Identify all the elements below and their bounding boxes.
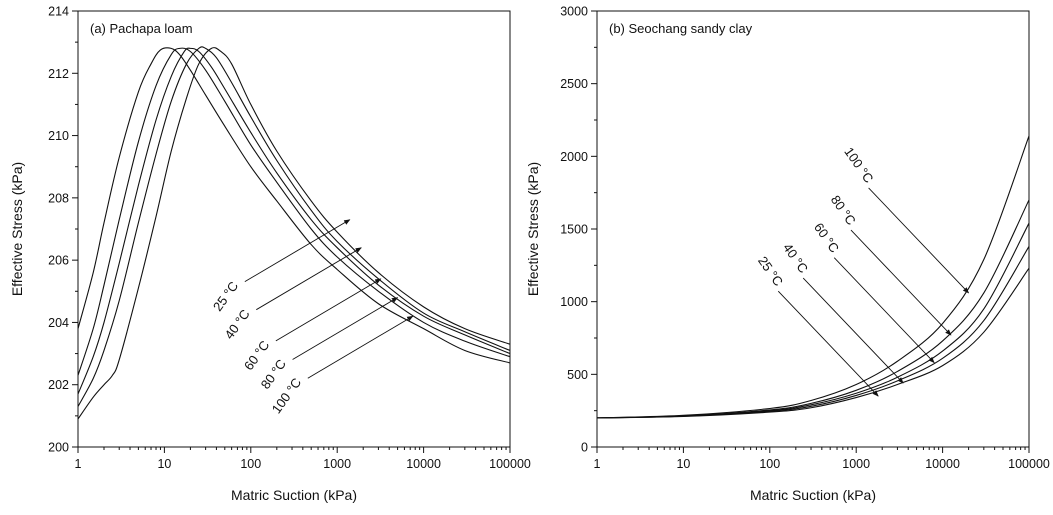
annotation-arrow [292, 297, 399, 360]
annotation-arrow [833, 257, 935, 364]
annotation-arrow [275, 278, 382, 342]
x-tick-label: 100000 [489, 457, 531, 471]
y-axis-title: Effective Stress (kPa) [525, 162, 541, 296]
y-tick-label: 1500 [560, 223, 588, 237]
annotation-label: 25 °C [755, 253, 786, 288]
x-tick-label: 10 [676, 457, 690, 471]
series-line-40c [77, 47, 511, 376]
annotation-arrow [256, 247, 362, 311]
annotation-label: 40 °C [221, 307, 252, 342]
y-tick-label: 206 [48, 254, 69, 268]
y-axis-title: Effective Stress (kPa) [9, 162, 25, 296]
x-tick-label: 1000 [842, 457, 870, 471]
annotation-arrow [777, 290, 879, 397]
panel-title: (b) Seochang sandy clay [609, 21, 753, 36]
x-tick-label: 10000 [925, 457, 960, 471]
series-line-100c [596, 135, 1030, 419]
panel-title: (a) Pachapa loam [90, 21, 193, 36]
y-tick-label: 3000 [560, 5, 588, 19]
y-tick-label: 214 [48, 5, 69, 19]
series-line-25c [77, 47, 511, 364]
y-tick-label: 0 [581, 441, 588, 455]
y-tick-label: 2000 [560, 150, 588, 164]
y-tick-label: 204 [48, 316, 69, 330]
x-axis-title: Matric Suction (kPa) [750, 487, 876, 503]
y-tick-label: 202 [48, 378, 69, 392]
x-tick-label: 100 [759, 457, 780, 471]
annotation-label: 40 °C [780, 240, 811, 275]
series-line-80c [77, 46, 511, 407]
annotation-arrow [868, 187, 970, 294]
annotation-label: 80 °C [828, 192, 859, 227]
annotation-arrow [850, 229, 952, 336]
y-tick-label: 500 [567, 368, 588, 382]
annotation-label: 60 °C [811, 220, 842, 255]
series-line-60c [77, 47, 511, 395]
chart-panel-a: 1 10 100 1000 10000 100000 200 202 204 206 208 210 2… [9, 5, 531, 504]
x-tick-label: 10 [157, 457, 171, 471]
y-tick-label: 208 [48, 191, 69, 205]
x-tick-label: 1000 [323, 457, 351, 471]
series-line-100c [77, 47, 511, 420]
annotation-arrow [802, 277, 904, 384]
y-tick-label: 2500 [560, 77, 588, 91]
x-axis-title: Matric Suction (kPa) [231, 487, 357, 503]
annotation-label: 100 °C [841, 144, 876, 185]
annotation-label: 25 °C [210, 279, 241, 314]
series-line-80c [596, 199, 1030, 419]
x-tick-label: 1 [594, 457, 601, 471]
y-tick-label: 212 [48, 67, 69, 81]
x-tick-label: 1 [75, 457, 82, 471]
y-tick-label: 210 [48, 129, 69, 143]
annotation-arrow [244, 219, 351, 283]
y-tick-label: 1000 [560, 295, 588, 309]
chart-panel-b: 1 10 100 1000 10000 100000 0 500 1000 1500 2000 250… [525, 5, 1050, 504]
y-tick-label: 200 [48, 441, 69, 455]
x-tick-label: 100000 [1008, 457, 1050, 471]
series-line-60c [596, 222, 1030, 419]
series-line-25c [596, 267, 1030, 419]
annotation-arrow [307, 315, 414, 379]
x-tick-label: 10000 [406, 457, 441, 471]
x-tick-label: 100 [240, 457, 261, 471]
